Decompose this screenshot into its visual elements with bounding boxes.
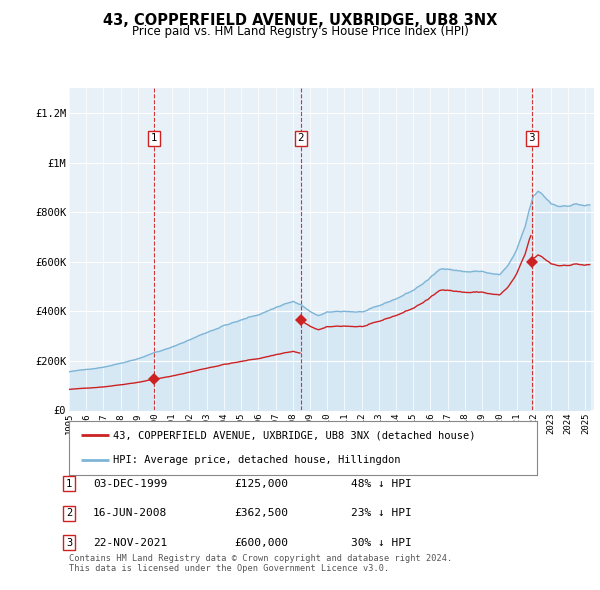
Text: 1: 1 (66, 479, 72, 489)
Text: 1: 1 (151, 133, 157, 143)
Text: 43, COPPERFIELD AVENUE, UXBRIDGE, UB8 3NX (detached house): 43, COPPERFIELD AVENUE, UXBRIDGE, UB8 3N… (113, 430, 476, 440)
Text: 23% ↓ HPI: 23% ↓ HPI (351, 509, 412, 518)
Text: Price paid vs. HM Land Registry's House Price Index (HPI): Price paid vs. HM Land Registry's House … (131, 25, 469, 38)
Text: £600,000: £600,000 (234, 538, 288, 548)
Text: 22-NOV-2021: 22-NOV-2021 (93, 538, 167, 548)
Text: £125,000: £125,000 (234, 479, 288, 489)
Text: 16-JUN-2008: 16-JUN-2008 (93, 509, 167, 518)
Text: 03-DEC-1999: 03-DEC-1999 (93, 479, 167, 489)
Text: HPI: Average price, detached house, Hillingdon: HPI: Average price, detached house, Hill… (113, 455, 401, 466)
Text: 3: 3 (66, 538, 72, 548)
Text: 3: 3 (529, 133, 535, 143)
Text: £362,500: £362,500 (234, 509, 288, 518)
Text: 2: 2 (298, 133, 304, 143)
Text: 30% ↓ HPI: 30% ↓ HPI (351, 538, 412, 548)
Text: 43, COPPERFIELD AVENUE, UXBRIDGE, UB8 3NX: 43, COPPERFIELD AVENUE, UXBRIDGE, UB8 3N… (103, 13, 497, 28)
Text: 48% ↓ HPI: 48% ↓ HPI (351, 479, 412, 489)
Text: 2: 2 (66, 509, 72, 518)
Text: Contains HM Land Registry data © Crown copyright and database right 2024.
This d: Contains HM Land Registry data © Crown c… (69, 554, 452, 573)
